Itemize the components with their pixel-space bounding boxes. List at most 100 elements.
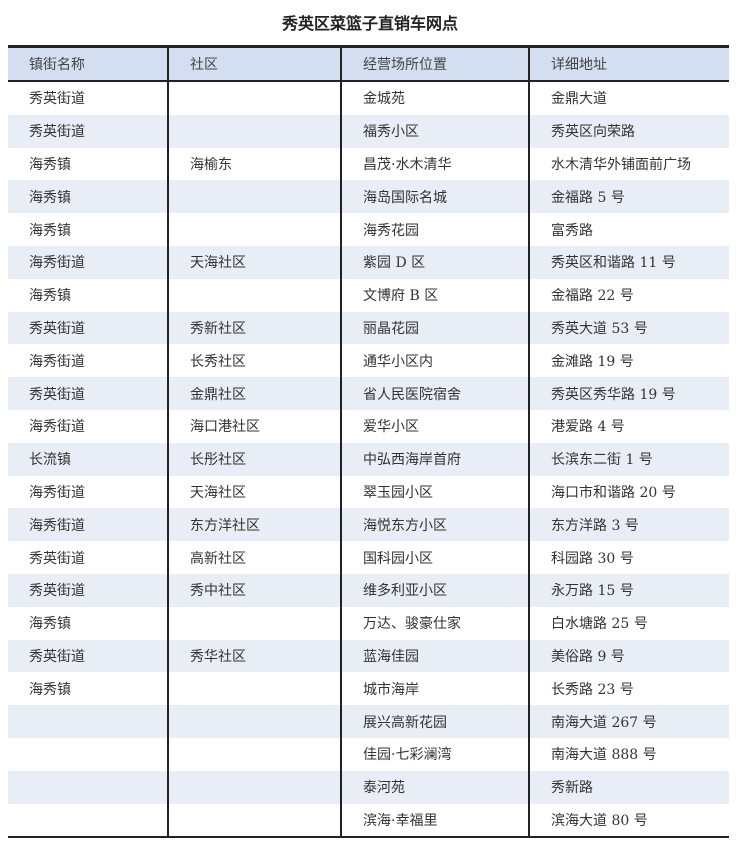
town-cell [8,737,169,771]
location-cell: 蓝海佳园 [341,639,530,673]
community-cell [168,606,342,640]
address-cell: 长秀路 23 号 [551,681,634,698]
community-cell: 长彤社区 [168,442,342,476]
town-cell [8,705,169,738]
community-cell: 天海社区 [168,475,342,509]
table-row: 海秀镇 文博府 B 区 金福路 22 号 [8,278,729,312]
table-row: 海秀街道 天海社区 紫园 D 区 秀英区和谐路 11 号 [8,245,729,279]
community-cell [168,114,342,148]
location-cell: 国科园小区 [341,541,530,574]
header-row: 镇街名称 社区 经营场所位置 详细地址 [8,45,729,82]
community-cell: 秀中社区 [168,573,342,607]
town-cell: 秀英街道 [8,377,169,410]
table-row: 海秀街道 东方洋社区 海悦东方小区 东方洋路 3 号 [8,508,729,542]
community-cell: 秀华社区 [168,639,342,673]
town-cell [8,803,169,839]
table-row: 秀英街道 福秀小区 秀英区向荣路 [8,114,729,148]
community-cell: 天海社区 [168,245,342,279]
location-cell: 泰河苑 [341,770,530,804]
community-cell [168,180,342,214]
community-cell: 高新社区 [168,541,342,574]
location-cell: 万达、骏豪仕家 [341,606,530,640]
location-cell: 维多利亚小区 [341,573,530,607]
header-address: 详细地址 [529,45,729,82]
location-cell: 海悦东方小区 [341,508,530,542]
table-row: 秀英街道 秀华社区 蓝海佳园 美俗路 9 号 [8,639,729,673]
address-cell: 海口市和谐路 20 号 [551,484,676,501]
address-cell: 金滩路 19 号 [551,353,634,370]
town-cell: 海秀镇 [8,278,169,312]
town-cell: 海秀街道 [8,344,169,378]
table-row: 海秀镇 海秀花园 富秀路 [8,213,729,246]
address-cell: 南海大道 888 号 [551,747,657,764]
table-row: 滨海·幸福里 滨海大道 80 号 [8,803,729,839]
location-cell: 中弘西海岸首府 [341,442,530,476]
address-cell: 白水塘路 25 号 [551,616,648,633]
address-cell: 富秀路 [551,222,593,239]
address-cell: 港爱路 4 号 [551,419,625,436]
table-row: 秀英街道 秀新社区 丽晶花园 秀英大道 53 号 [8,311,729,345]
table-row: 佳园·七彩澜湾 南海大道 888 号 [8,737,729,771]
table-row: 秀英街道 高新社区 国科园小区 科园路 30 号 [8,541,729,574]
table-row: 海秀镇 海岛国际名城 金福路 5 号 [8,180,729,214]
community-cell [168,278,342,312]
table-row: 秀英街道 秀中社区 维多利亚小区 永万路 15 号 [8,573,729,607]
location-cell: 爱华小区 [341,409,530,443]
community-cell [168,770,342,804]
town-cell: 海秀镇 [8,147,169,181]
address-cell: 东方洋路 3 号 [551,517,639,534]
community-cell [168,705,342,738]
table-row: 海秀镇 城市海岸 长秀路 23 号 [8,672,729,706]
town-cell: 秀英街道 [8,639,169,673]
header-town: 镇街名称 [8,45,169,82]
location-cell: 展兴高新花园 [341,705,530,738]
community-cell: 东方洋社区 [168,508,342,542]
town-cell: 海秀镇 [8,672,169,706]
location-cell: 省人民医院宿舍 [341,377,530,410]
town-cell: 海秀镇 [8,606,169,640]
town-cell: 海秀镇 [8,213,169,246]
table-row: 海秀街道 长秀社区 通华小区内 金滩路 19 号 [8,344,729,378]
header-community: 社区 [168,45,342,82]
location-cell: 翠玉园小区 [341,475,530,509]
table-row: 秀英街道 金鼎社区 省人民医院宿舍 秀英区秀华路 19 号 [8,377,729,410]
table-row: 海秀街道 海口港社区 爱华小区 港爱路 4 号 [8,409,729,443]
town-cell [8,770,169,804]
location-cell: 福秀小区 [341,114,530,148]
address-cell: 滨海大道 80 号 [529,803,729,839]
community-cell [168,672,342,706]
location-cell: 文博府 B 区 [341,278,530,312]
table-row: 长流镇 长彤社区 中弘西海岸首府 长滨东二街 1 号 [8,442,729,476]
community-cell: 长秀社区 [168,344,342,378]
town-cell: 秀英街道 [8,541,169,574]
table-row: 海秀镇 万达、骏豪仕家 白水塘路 25 号 [8,606,729,640]
table-title: 秀英区菜篮子直销车网点 [281,14,458,33]
table-row: 海秀镇 海榆东 昌茂·水木清华 水木清华外铺面前广场 [8,147,729,181]
location-cell: 昌茂·水木清华 [341,147,530,181]
outlets-table: 镇街名称 社区 经营场所位置 详细地址 秀英街道 金城苑 金鼎大道 秀英街道 福秀小区秀… [8,45,729,839]
community-cell [168,803,342,839]
table-row: 泰河苑 秀新路 [8,770,729,804]
location-cell: 紫园 D 区 [341,245,530,279]
address-cell: 水木清华外铺面前广场 [551,156,691,173]
community-cell: 海榆东 [168,147,342,181]
town-cell: 海秀街道 [8,508,169,542]
location-cell: 金城苑 [341,81,530,115]
town-cell: 长流镇 [8,442,169,476]
location-cell: 城市海岸 [341,672,530,706]
location-cell: 海秀花园 [341,213,530,246]
address-cell: 长滨东二街 1 号 [551,452,653,469]
location-cell: 丽晶花园 [341,311,530,345]
address-cell: 秀新路 [551,780,593,797]
location-cell: 通华小区内 [341,344,530,378]
address-cell: 永万路 15 号 [551,583,634,600]
address-cell: 秀英区和谐路 11 号 [551,255,676,272]
address-cell: 金福路 22 号 [551,288,634,305]
table-row: 展兴高新花园 南海大道 267 号 [8,705,729,738]
town-cell: 海秀街道 [8,475,169,509]
town-cell: 海秀镇 [8,180,169,214]
location-cell: 佳园·七彩澜湾 [341,737,530,771]
community-cell: 秀新社区 [168,311,342,345]
address-cell: 秀英大道 53 号 [551,320,648,337]
address-cell: 美俗路 9 号 [551,648,625,665]
